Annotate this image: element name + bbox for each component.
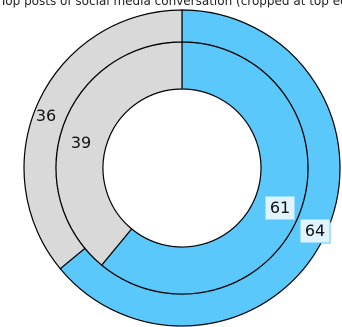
outer-blue-data-label-box <box>299 218 331 244</box>
chart-title: Top posts of social media conversation (… <box>0 0 342 8</box>
inner-blue-data-label: 61 <box>270 198 290 217</box>
outer-blue-data-label: 64 <box>305 221 325 240</box>
outer-gray-data-label: 36 <box>36 106 56 125</box>
chart-title-clip: Top posts of social media conversation (… <box>0 0 342 14</box>
inner-gray-data-label: 39 <box>71 133 91 152</box>
inner-ring-slice-blue <box>100 41 309 295</box>
inner-ring-slice-gray <box>55 41 183 266</box>
inner-blue-data-label-box <box>264 195 296 221</box>
